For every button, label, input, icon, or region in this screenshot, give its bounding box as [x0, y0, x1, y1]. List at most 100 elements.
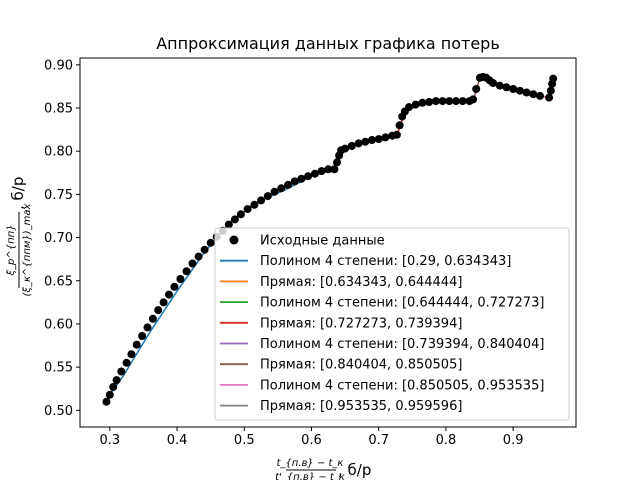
data-point: [368, 136, 376, 144]
x-tick-label: 0.4: [167, 433, 188, 448]
legend-label: Прямая: [0.634343, 0.644444]: [260, 275, 462, 290]
data-point: [297, 174, 306, 183]
data-point: [317, 167, 326, 176]
data-point: [425, 98, 434, 106]
x-axis-label-numerator: t_{п.в} − t_к: [277, 458, 344, 469]
data-point: [270, 187, 279, 196]
data-point: [330, 165, 339, 174]
data-point: [361, 137, 370, 146]
data-point: [243, 205, 252, 214]
data-point: [290, 177, 299, 186]
x-tick-label: 0.3: [100, 433, 121, 448]
data-point: [341, 144, 350, 153]
data-point: [392, 130, 401, 139]
legend-label: Полином 4 степени: [0.850505, 0.953535]: [260, 378, 544, 393]
legend-label: Прямая: [0.727273, 0.739394]: [260, 316, 462, 331]
data-point: [324, 165, 333, 174]
y-axis-label-denominator: (ξ_к^{ппм})_max: [22, 203, 33, 296]
data-point: [545, 93, 554, 102]
y-tick-label: 0.50: [44, 404, 73, 419]
data-point: [458, 97, 467, 106]
data-point: [515, 86, 524, 95]
legend-label: Прямая: [0.953535, 0.959596]: [260, 399, 462, 414]
y-tick-label: 0.90: [44, 58, 73, 73]
legend-label: Прямая: [0.840404, 0.850505]: [260, 358, 462, 373]
data-point: [509, 85, 518, 93]
data-point: [127, 350, 136, 359]
legend-marker-data: [229, 235, 239, 245]
data-point: [122, 358, 131, 367]
data-point: [170, 282, 179, 291]
y-tick-label: 0.55: [44, 361, 73, 376]
x-tick-label: 0.6: [301, 433, 322, 448]
legend: Исходные данные Полином 4 степени: [0.29,…: [214, 227, 570, 421]
data-point: [489, 79, 497, 87]
data-point: [224, 220, 233, 229]
y-tick-label: 0.75: [44, 188, 73, 203]
plot-frame: [79, 57, 577, 428]
data-point: [132, 340, 141, 349]
data-point: [230, 215, 239, 224]
y-tick-label: 0.70: [44, 231, 73, 246]
data-point: [284, 180, 292, 189]
y-tick-label: 0.65: [44, 274, 73, 289]
legend-label: Полином 4 степени: [0.644444, 0.727273]: [260, 296, 544, 311]
legend-label: Полином 4 степени: [0.739394, 0.840404]: [260, 337, 544, 352]
data-point: [472, 85, 481, 93]
data-point: [405, 103, 413, 112]
data-point: [182, 267, 191, 276]
data-point: [194, 252, 203, 261]
data-point: [522, 88, 531, 97]
data-point: [438, 97, 447, 106]
data-point: [452, 97, 460, 106]
data-point: [176, 275, 185, 283]
y-tick-label: 0.85: [44, 102, 73, 117]
data-point: [304, 172, 313, 181]
x-tick-label: 0.9: [503, 433, 524, 448]
data-point: [257, 196, 266, 205]
data-point: [418, 98, 427, 107]
scatter-layer: [102, 72, 558, 406]
y-axis-label: ξ_р^{пп} (ξ_к^{ппм})_max , б/р: [6, 177, 33, 297]
x-tick-label: 0.8: [436, 433, 457, 448]
data-point: [502, 83, 511, 92]
data-point: [381, 133, 390, 142]
data-point: [445, 97, 454, 106]
y-axis: 0.50 0.55 0.60 0.65 0.70 0.75 0.80 0.85 0.90: [44, 58, 80, 419]
data-point: [529, 90, 538, 99]
data-point: [200, 245, 209, 254]
chart-title: Аппроксимация данных графика потерь: [156, 34, 500, 53]
data-point: [395, 121, 404, 130]
data-point: [206, 238, 215, 247]
legend-label: Полином 4 степени: [0.29, 0.634343]: [260, 254, 511, 269]
y-tick-label: 0.80: [44, 145, 73, 160]
data-point: [236, 210, 245, 219]
x-axis-label: t_{п.в} − t_к t'_{п.в} − t_к , б/р: [275, 458, 371, 480]
x-tick-label: 0.7: [368, 433, 389, 448]
x-axis-label-denominator: t'_{п.в} − t_к: [275, 472, 345, 480]
data-point: [549, 74, 558, 83]
x-axis: 0.3 0.4 0.5 0.6 0.7 0.8 0.9: [100, 427, 524, 448]
data-point: [536, 91, 544, 100]
x-tick-label: 0.5: [234, 433, 255, 448]
y-axis-label-unit: , б/р: [9, 177, 27, 210]
data-point: [105, 390, 114, 399]
data-point: [143, 323, 152, 332]
legend-label: Исходные данные: [260, 234, 385, 249]
data-point: [117, 367, 126, 376]
y-axis-label-numerator: ξ_р^{пп}: [6, 224, 17, 276]
data-point: [102, 397, 111, 406]
y-tick-label: 0.60: [44, 317, 73, 332]
data-point: [469, 95, 478, 104]
data-point: [354, 139, 363, 148]
data-point: [431, 97, 440, 106]
data-point: [159, 298, 168, 307]
data-point: [250, 200, 259, 209]
data-point: [109, 383, 118, 391]
data-point: [154, 306, 163, 315]
data-point: [188, 259, 197, 268]
data-point: [148, 314, 157, 323]
data-point: [347, 142, 356, 150]
data-point: [411, 100, 420, 109]
